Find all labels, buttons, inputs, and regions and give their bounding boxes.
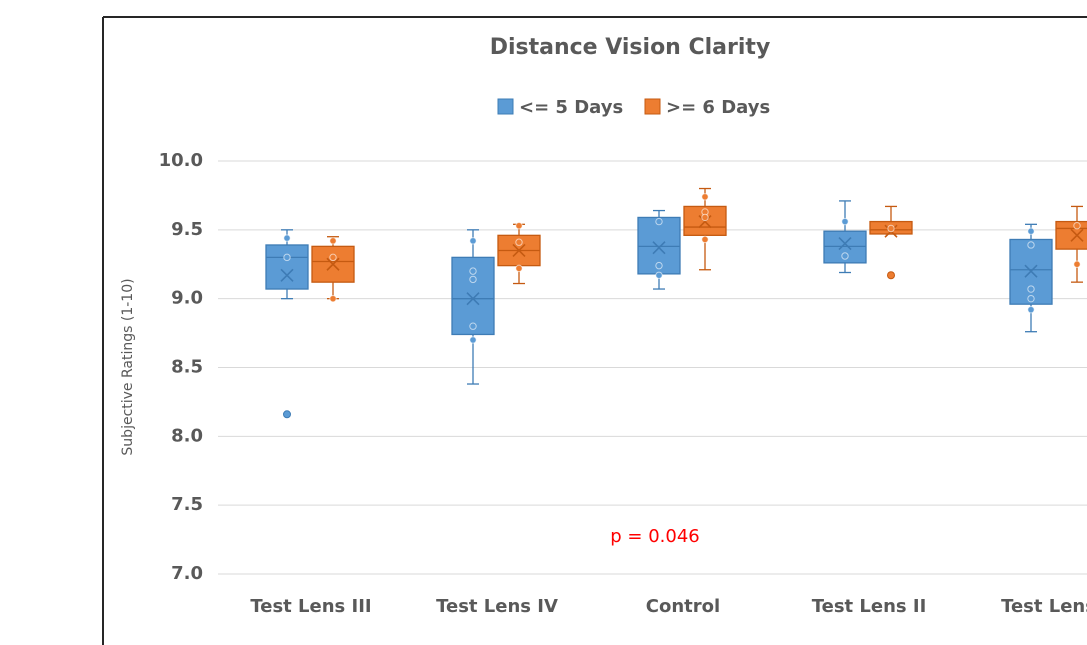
data-point <box>701 213 709 222</box>
data-point <box>701 235 709 244</box>
box <box>265 244 309 290</box>
data-point <box>329 237 337 245</box>
box <box>1055 220 1087 250</box>
data-point <box>329 253 337 262</box>
data-point <box>469 336 477 344</box>
legend-label: <= 5 Days <box>519 97 623 118</box>
mean <box>280 268 294 282</box>
y-tick-label: 8.5 <box>171 357 203 378</box>
data-point <box>469 237 477 245</box>
data-point <box>1027 241 1035 249</box>
data-point <box>1027 285 1035 293</box>
mean <box>466 292 480 306</box>
data-point <box>515 238 523 246</box>
y-axis-label: Subjective Ratings (1-10) <box>120 278 136 455</box>
y-tick-label: 9.5 <box>171 219 203 240</box>
data-point <box>469 267 477 275</box>
data-point <box>887 224 895 233</box>
mean <box>652 241 666 255</box>
x-tick-label: Test Lens I <box>1001 596 1087 617</box>
annotation: p = 0.046 <box>610 526 699 547</box>
legend-swatch <box>497 98 514 115</box>
data-point <box>655 217 663 226</box>
data-point <box>841 252 849 260</box>
legend-label: >= 6 Days <box>666 97 770 118</box>
data-point <box>1073 222 1081 230</box>
data-point <box>655 271 663 279</box>
y-tick-label: 7.0 <box>171 563 203 584</box>
mean <box>838 237 852 251</box>
x-tick-label: Control <box>646 596 720 617</box>
x-tick-label: Test Lens II <box>812 596 927 617</box>
chart-title: Distance Vision Clarity <box>490 35 771 60</box>
mean <box>326 257 340 271</box>
mean <box>512 243 526 258</box>
data-point <box>655 261 663 270</box>
data-point <box>515 264 523 273</box>
data-point <box>469 275 477 284</box>
data-point <box>1027 305 1035 314</box>
data-point <box>283 234 291 242</box>
data-point <box>701 193 709 201</box>
data-point <box>841 217 849 226</box>
y-tick-label: 9.0 <box>171 288 203 309</box>
data-point <box>1027 227 1035 235</box>
x-tick-label: Test Lens III <box>250 596 371 617</box>
data-point <box>1027 294 1035 303</box>
mean <box>1024 264 1038 278</box>
data-point <box>515 222 523 230</box>
mean <box>1070 228 1084 242</box>
data-point <box>329 294 337 303</box>
legend-swatch <box>644 98 661 115</box>
x-tick-label: Test Lens IV <box>436 596 558 617</box>
data-point <box>283 253 291 262</box>
mean <box>698 215 712 229</box>
y-tick-label: 7.5 <box>171 494 203 515</box>
y-tick-label: 10.0 <box>159 150 203 171</box>
outlier <box>283 410 291 419</box>
y-tick-label: 8.0 <box>171 425 203 446</box>
data-point <box>1073 260 1081 268</box>
data-point <box>469 322 477 330</box>
outlier <box>887 271 895 280</box>
